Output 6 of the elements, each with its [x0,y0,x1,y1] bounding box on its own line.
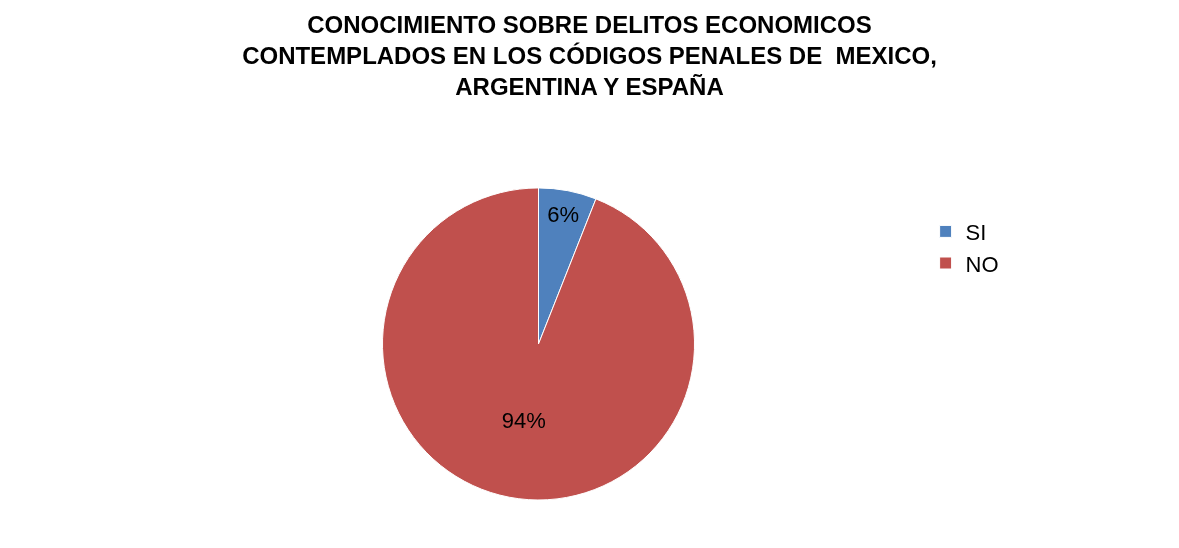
legend-label: SI [965,219,987,245]
legend-label: NO [965,251,999,277]
data-label: 94% [501,408,546,434]
chart-title: CONOCIMIENTO SOBRE DELITOS ECONOMICOS CONTEMPLADOS EN LOS CÓDIGOS PENALES DE MEXICO, ARGENTINA Y ESPAÑA [242,10,937,101]
pie-slice [382,187,695,501]
data-label: 6% [547,202,580,228]
